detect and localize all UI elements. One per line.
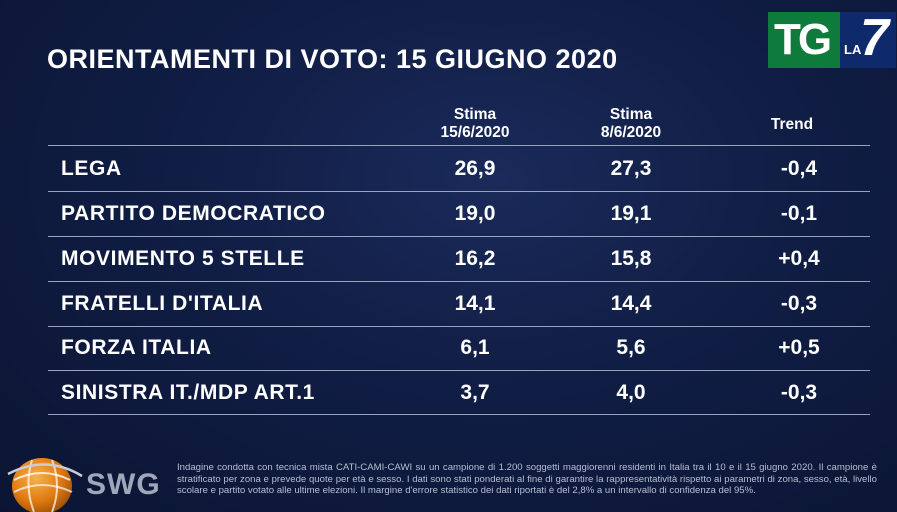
tg-logo-box: TG <box>768 12 840 68</box>
table-row: FORZA ITALIA 6,1 5,6 +0,5 <box>48 326 870 370</box>
swg-logo-text: SWG <box>86 468 161 501</box>
column-header-trend: Trend <box>770 116 814 133</box>
stima-8-6-value: 4,0 <box>616 381 646 404</box>
party-name: LEGA <box>61 157 122 180</box>
tg-logo-text: TG <box>774 15 832 64</box>
tg-la7-logo: TG LA 7 <box>768 9 896 68</box>
trend-value: -0,3 <box>780 381 818 404</box>
table-row: MOVIMENTO 5 STELLE 16,2 15,8 +0,4 <box>48 237 870 281</box>
trend-value: -0,4 <box>780 157 818 180</box>
column-header-stima-8-6: Stima 8/6/2020 <box>576 106 686 142</box>
column-header-line: 15/6/2020 <box>440 124 510 141</box>
trend-value: -0,1 <box>780 202 818 225</box>
column-header-line: Stima <box>453 106 497 123</box>
table-divider <box>48 326 870 327</box>
stima-8-6-value: 27,3 <box>610 157 652 180</box>
stima-15-6-value: 19,0 <box>454 202 496 225</box>
stima-15-6-value: 26,9 <box>454 157 496 180</box>
trend-value: -0,3 <box>780 292 818 315</box>
swg-globe-icon <box>7 458 83 512</box>
party-name: SINISTRA IT./MDP ART.1 <box>61 381 315 404</box>
trend-value: +0,5 <box>778 336 820 359</box>
stima-15-6-value: 6,1 <box>460 336 490 359</box>
column-header-line: Stima <box>609 106 653 123</box>
party-name: PARTITO DEMOCRATICO <box>61 202 326 225</box>
table-divider <box>48 281 870 282</box>
la7-logo-box: LA 7 <box>840 9 896 68</box>
table-row: LEGA 26,9 27,3 -0,4 <box>48 147 870 191</box>
stima-8-6-value: 5,6 <box>616 336 646 359</box>
party-name: FRATELLI D'ITALIA <box>61 292 264 315</box>
column-header-line: 8/6/2020 <box>600 124 662 141</box>
methodology-footnote: Indagine condotta con tecnica mista CATI… <box>177 462 877 496</box>
swg-logo: SWG <box>6 452 171 512</box>
trend-value: +0,4 <box>778 247 820 270</box>
party-name: FORZA ITALIA <box>61 336 212 359</box>
stima-15-6-value: 14,1 <box>454 292 496 315</box>
table-divider <box>48 191 870 192</box>
stima-15-6-value: 3,7 <box>460 381 490 404</box>
column-header-stima-15-6: Stima 15/6/2020 <box>420 106 530 142</box>
la-logo-text: LA <box>844 42 862 57</box>
table-row: FRATELLI D'ITALIA 14,1 14,4 -0,3 <box>48 282 870 326</box>
table-divider <box>48 236 870 237</box>
stima-8-6-value: 15,8 <box>610 247 652 270</box>
table-divider <box>48 145 870 146</box>
table-row: SINISTRA IT./MDP ART.1 3,7 4,0 -0,3 <box>48 371 870 415</box>
stima-8-6-value: 19,1 <box>610 202 652 225</box>
table-divider <box>48 370 870 371</box>
party-name: MOVIMENTO 5 STELLE <box>61 247 305 270</box>
page-title: ORIENTAMENTI DI VOTO: 15 GIUGNO 2020 <box>47 44 618 74</box>
seven-logo-text: 7 <box>860 9 889 67</box>
stima-8-6-value: 14,4 <box>610 292 652 315</box>
table-row: PARTITO DEMOCRATICO 19,0 19,1 -0,1 <box>48 192 870 236</box>
table-divider <box>48 414 870 415</box>
stima-15-6-value: 16,2 <box>454 247 496 270</box>
